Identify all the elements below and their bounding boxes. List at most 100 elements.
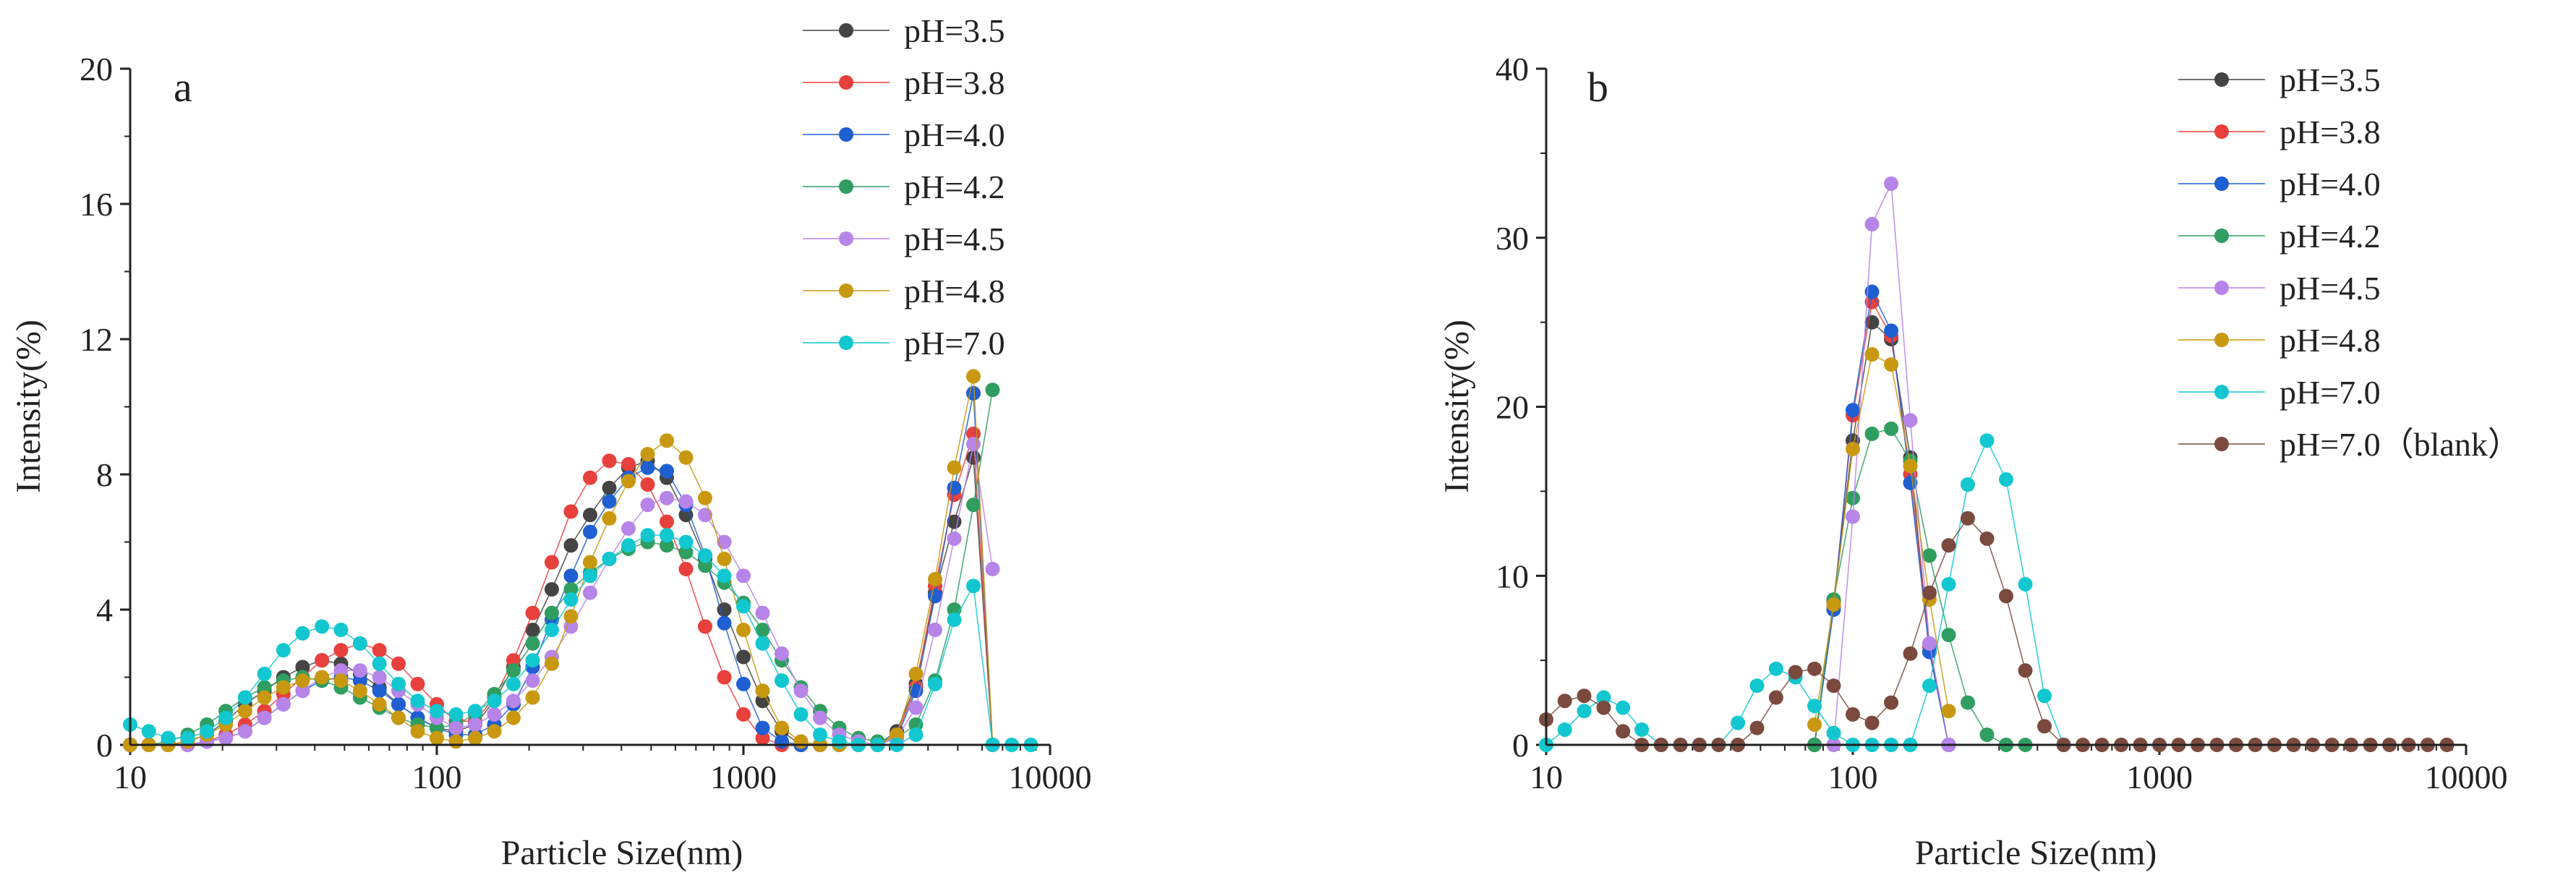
data-point (602, 551, 617, 566)
legend-label: pH=4.8 (2279, 322, 2381, 359)
legend-label: pH=7.0 (904, 325, 1005, 362)
data-point (1768, 690, 1783, 705)
data-point (640, 498, 655, 513)
y-axis-ticks: 0 10 20 30 40 (1496, 51, 1546, 764)
data-point (1922, 636, 1937, 651)
data-point (506, 710, 521, 725)
data-point (890, 727, 905, 742)
data-point (698, 548, 713, 563)
legend-label: pH=4.8 (904, 273, 1005, 310)
data-point (678, 534, 694, 550)
data-point (468, 717, 483, 732)
data-point (1864, 426, 1880, 441)
legend-label: pH=4.2 (2279, 218, 2381, 255)
data-point (200, 724, 215, 739)
panel-label: b (1587, 64, 1608, 111)
y-tick-label: 20 (80, 51, 113, 88)
data-point (525, 690, 540, 705)
data-point (602, 511, 617, 526)
data-point (391, 676, 406, 691)
data-point (1979, 727, 1995, 742)
data-point (333, 663, 349, 678)
data-point (563, 538, 579, 553)
data-point (295, 626, 310, 641)
data-point (141, 724, 156, 739)
legend-label: pH=4.0 (904, 116, 1005, 153)
data-point (1846, 509, 1860, 524)
data-point (1922, 585, 1937, 600)
data-point (333, 623, 349, 638)
legend-marker (2214, 281, 2229, 295)
y-tick-label: 20 (1496, 389, 1529, 426)
data-point (1941, 704, 1956, 719)
data-point (755, 720, 770, 735)
series-group (123, 369, 1038, 752)
data-point (908, 666, 924, 681)
x-axis-title: Particle Size(nm) (501, 834, 743, 872)
data-point (1941, 538, 1956, 553)
legend-marker (2214, 437, 2229, 451)
legend: pH=3.5 pH=3.8 pH=4.0 pH=4.2 pH=4.5 pH=4.8 pH=7… (2178, 61, 2521, 463)
data-point (1826, 725, 1841, 741)
series-line (130, 389, 994, 746)
data-point (755, 683, 770, 699)
data-point (295, 660, 310, 675)
data-point (1884, 323, 1899, 338)
data-point (1903, 458, 1918, 474)
data-point (813, 710, 828, 725)
data-point (506, 676, 521, 691)
series-line (1545, 517, 2447, 746)
data-point (659, 528, 674, 543)
legend-label: pH=4.5 (904, 221, 1005, 257)
y-tick-label: 16 (80, 186, 113, 223)
data-point (640, 446, 655, 461)
data-point (1941, 628, 1956, 643)
data-point (525, 605, 540, 620)
data-point (698, 619, 713, 634)
data-point (544, 605, 559, 620)
data-point (659, 514, 674, 529)
data-point (755, 730, 770, 746)
data-point (1826, 597, 1841, 612)
data-point (1577, 704, 1592, 719)
data-point (430, 720, 444, 735)
data-point (678, 494, 694, 509)
data-point (678, 450, 694, 465)
y-axis-title: Intensity(%) (1438, 320, 1476, 493)
data-point (1884, 176, 1899, 191)
y-tick-label: 8 (96, 456, 113, 493)
data-point (947, 613, 962, 628)
legend-marker (839, 23, 853, 38)
data-point (928, 589, 943, 604)
data-point (1557, 694, 1572, 709)
data-point (928, 623, 943, 638)
legend-marker (2214, 124, 2229, 139)
data-point (985, 561, 1000, 576)
data-point (621, 474, 636, 489)
data-point (1577, 688, 1592, 704)
legend-label: pH=4.2 (904, 168, 1005, 205)
data-point (985, 383, 1000, 398)
data-point (1941, 576, 1956, 592)
data-point (755, 636, 770, 651)
data-point (315, 619, 330, 634)
data-point (352, 683, 367, 699)
data-point (1922, 548, 1937, 563)
data-point (563, 504, 579, 519)
data-point (582, 508, 597, 523)
data-point (965, 579, 981, 594)
legend-marker (2214, 176, 2229, 191)
data-point (525, 653, 540, 668)
data-point (430, 730, 444, 746)
legend-marker (2214, 385, 2229, 399)
data-point (1960, 695, 1975, 710)
data-point (506, 653, 521, 668)
x-tick-label: 10000 (2425, 759, 2508, 795)
data-point (602, 480, 617, 495)
data-point (736, 676, 751, 691)
legend-marker (839, 283, 853, 298)
data-point (295, 683, 310, 699)
data-point (621, 456, 636, 472)
data-point (487, 724, 502, 739)
data-point (793, 683, 809, 699)
